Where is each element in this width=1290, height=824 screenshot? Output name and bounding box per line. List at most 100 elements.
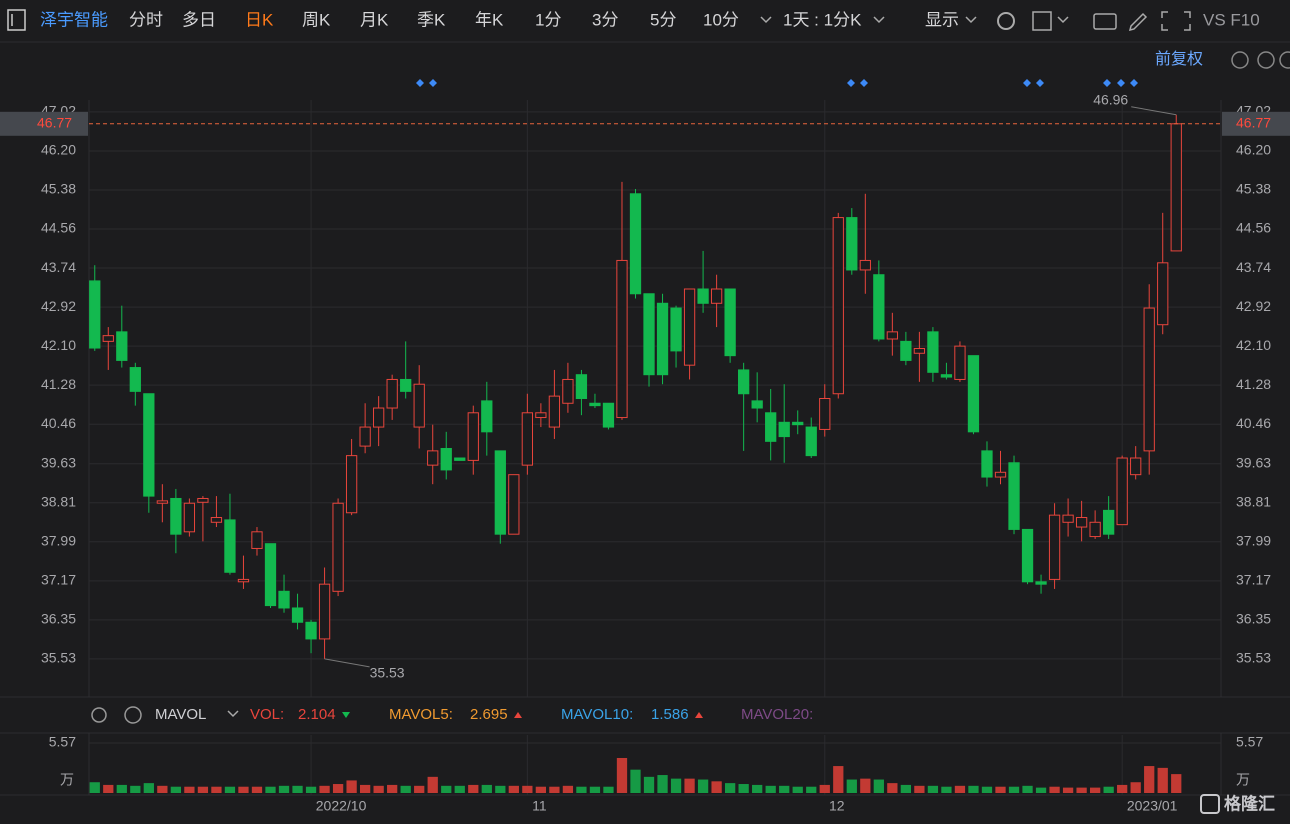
candle-body <box>1116 457 1128 526</box>
tab-active[interactable]: 日K <box>245 10 274 29</box>
dropdown-arrow[interactable] <box>873 16 885 24</box>
x-tick-label: 12 <box>829 798 845 814</box>
tab[interactable]: 季K <box>417 10 446 29</box>
volume-bar <box>346 780 357 793</box>
zoom-out-icon[interactable] <box>1257 51 1275 69</box>
adjust-button[interactable]: 前复权 <box>1155 50 1203 68</box>
period-select[interactable]: 1天 : 1分K <box>783 10 862 29</box>
zoom-in-icon[interactable] <box>1279 51 1290 69</box>
tab[interactable]: 5分 <box>650 10 676 29</box>
legend-label: VOL: <box>250 706 284 723</box>
y-tick-label: 5.57 <box>49 734 76 750</box>
candle-body <box>332 502 344 592</box>
display-menu[interactable]: 显示 <box>925 10 959 29</box>
candle-body <box>116 331 128 361</box>
volume-bar <box>954 785 966 793</box>
volume-bar <box>1022 785 1033 793</box>
y-tick-label: 40.46 <box>41 415 76 431</box>
volume-bar <box>305 786 317 793</box>
stock-name[interactable]: 泽宇智能 <box>40 10 108 29</box>
dropdown-arrow[interactable] <box>227 710 239 718</box>
tab[interactable]: 周K <box>302 10 331 29</box>
candle-body <box>1021 528 1034 583</box>
volume-bar <box>670 778 682 793</box>
volume-bar <box>1103 786 1114 793</box>
candle-body <box>197 497 209 503</box>
volume-bar <box>792 786 803 793</box>
volume-bar <box>738 784 749 793</box>
fullscreen-icon[interactable] <box>1161 11 1191 31</box>
volume-bar <box>873 779 884 793</box>
volume-bar <box>495 785 506 793</box>
volume-bar <box>103 784 114 793</box>
tab[interactable]: 10分 <box>703 10 739 29</box>
candle-body <box>481 400 493 433</box>
candle-body <box>967 355 980 433</box>
undo-icon[interactable] <box>1231 51 1249 69</box>
y-tick-label: 42.10 <box>41 337 76 353</box>
volume-bar <box>1008 786 1020 793</box>
candle-body <box>900 340 912 361</box>
volume-bar <box>197 786 209 793</box>
indicator-settings[interactable] <box>91 707 107 723</box>
tab[interactable]: 多日 <box>182 10 216 29</box>
y-tick-label: 44.56 <box>1236 220 1271 236</box>
up-arrow <box>514 712 522 718</box>
y-tick-label: 36.35 <box>41 611 76 627</box>
vs-f10[interactable]: VS F10 <box>1203 10 1260 29</box>
candle-body <box>738 369 750 395</box>
candle-body <box>156 500 168 504</box>
volume-bar <box>846 779 857 793</box>
tab[interactable]: 年K <box>475 10 504 29</box>
tab[interactable]: 1分 <box>535 10 561 29</box>
sidebar-toggle[interactable] <box>7 9 26 31</box>
last-price-box <box>1222 111 1290 136</box>
y-tick-label: 37.99 <box>1236 533 1271 549</box>
y-tick-label: 46.20 <box>41 142 76 158</box>
volume-bar <box>468 784 479 793</box>
tab[interactable]: 月K <box>360 10 389 29</box>
candle-body <box>724 288 736 357</box>
candle-body <box>508 474 520 535</box>
indicator-name[interactable]: MAVOL <box>155 706 206 723</box>
draw-icon[interactable] <box>1128 12 1148 32</box>
volume-bar <box>1144 766 1155 793</box>
volume-bar <box>441 785 452 793</box>
tab[interactable]: 分时 <box>129 10 163 29</box>
y-unit: 万 <box>1236 772 1250 788</box>
volume-bar <box>995 786 1006 793</box>
volume-bar <box>549 786 560 793</box>
camera-icon[interactable] <box>1093 13 1117 30</box>
volume-bar <box>224 786 236 793</box>
volume-bar <box>576 786 587 793</box>
volume-bar <box>278 785 290 793</box>
dropdown-arrow[interactable] <box>1057 16 1069 24</box>
layout-icon[interactable] <box>1032 11 1052 31</box>
settings-icon[interactable] <box>997 12 1015 30</box>
y-tick-label: 46.20 <box>1236 142 1271 158</box>
candle-body <box>170 497 182 535</box>
candle-body <box>1170 123 1182 252</box>
candle-body <box>467 412 479 461</box>
candle-body <box>886 331 898 340</box>
candle-body <box>643 293 655 376</box>
candle-body <box>345 455 358 514</box>
y-tick-label: 38.81 <box>41 493 76 509</box>
volume-bar <box>292 785 303 793</box>
candle-body <box>264 543 277 607</box>
legend-label: MAVOL10: <box>561 706 633 723</box>
dropdown-arrow[interactable] <box>965 16 977 24</box>
volume-bar <box>535 786 547 793</box>
volume-bar <box>765 785 776 793</box>
candle-body <box>1035 581 1047 585</box>
candle-body <box>981 450 993 478</box>
dropdown-arrow[interactable] <box>760 16 772 24</box>
candle-body <box>1075 517 1088 528</box>
y-tick-label: 42.10 <box>1236 337 1271 353</box>
indicator-close[interactable] <box>124 706 142 724</box>
volume-bar <box>1062 787 1074 793</box>
tab[interactable]: 3分 <box>592 10 618 29</box>
candle-body <box>440 447 452 471</box>
candle-body <box>305 621 317 640</box>
candle-body <box>237 578 250 583</box>
